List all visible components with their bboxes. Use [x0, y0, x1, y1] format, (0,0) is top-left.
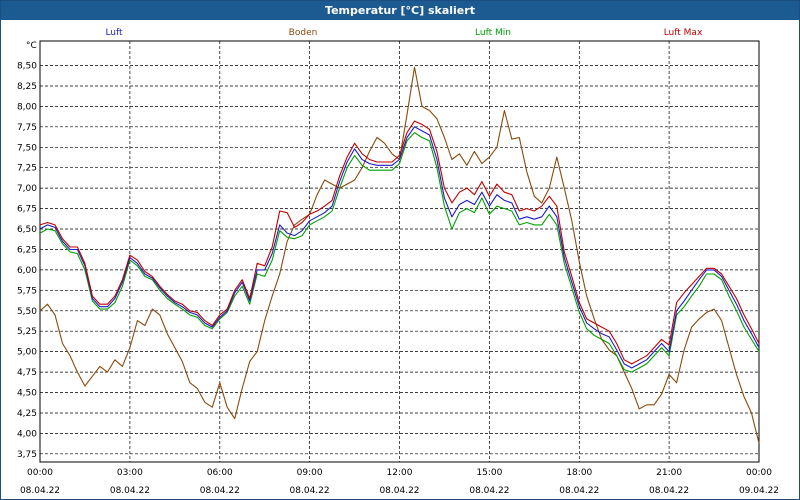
- y-tick-label: 4,75: [17, 368, 37, 378]
- y-axis-unit: °C: [26, 41, 37, 51]
- legend-item: Luft Max: [664, 28, 703, 38]
- x-tick-time: 12:00: [387, 468, 413, 478]
- series-lines: [39, 66, 760, 444]
- series-line-luft: [39, 126, 760, 369]
- y-tick-label: 7,50: [17, 143, 37, 153]
- y-tick-label: 6,25: [17, 246, 37, 256]
- x-tick-time: 03:00: [117, 468, 143, 478]
- x-tick-date: 08.04.22: [110, 486, 150, 496]
- y-tick-label: 4,25: [17, 409, 37, 419]
- y-tick-label: 5,00: [17, 348, 37, 358]
- y-tick-label: 3,75: [17, 450, 37, 460]
- x-tick-date: 08.04.22: [200, 486, 240, 496]
- x-axis-ticks: 00:00 08.04.22 03:00 08.04.22 06:00 08.04.22 0…: [20, 468, 779, 496]
- grid-lines: [40, 41, 759, 462]
- legend-item: Boden: [289, 28, 318, 38]
- y-tick-label: 6,75: [17, 205, 37, 215]
- x-tick-date: 09.04.22: [739, 486, 779, 496]
- x-tick-time: 15:00: [476, 468, 502, 478]
- x-tick-date: 08.04.22: [559, 486, 599, 496]
- x-tick-time: 06:00: [207, 468, 233, 478]
- x-tick-date: 08.04.22: [20, 486, 60, 496]
- y-tick-label: 5,75: [17, 286, 37, 296]
- x-tick-date: 08.04.22: [379, 486, 419, 496]
- y-tick-label: 7,25: [17, 164, 37, 174]
- x-tick-time: 18:00: [566, 468, 592, 478]
- chart-title: Temperatur [°C] skaliert: [1, 1, 799, 20]
- y-axis-ticks: 3,75 4,00 4,25 4,50 4,75 5,00 5,25 5,50 5,75 6,00…: [17, 62, 37, 460]
- y-tick-label: 5,25: [17, 327, 37, 337]
- legend-item: Luft Min: [475, 28, 511, 38]
- y-tick-label: 4,00: [17, 429, 37, 439]
- y-tick-label: 6,00: [17, 266, 37, 276]
- x-tick-time: 09:00: [297, 468, 323, 478]
- x-tick-date: 08.04.22: [469, 486, 509, 496]
- y-tick-label: 7,75: [17, 123, 37, 133]
- temperature-chart: 3,75 4,00 4,25 4,50 4,75 5,00 5,25 5,50 5,75 6,00…: [17, 28, 779, 496]
- y-tick-label: 8,00: [17, 102, 37, 112]
- x-tick-date: 08.04.22: [649, 486, 689, 496]
- y-tick-label: 5,50: [17, 307, 37, 317]
- series-line-luft-max: [39, 120, 760, 365]
- x-tick-date: 08.04.22: [290, 486, 330, 496]
- legend-item: Luft: [105, 28, 123, 38]
- y-tick-label: 8,50: [17, 62, 37, 72]
- y-tick-label: 7,00: [17, 184, 37, 194]
- x-tick-time: 00:00: [746, 468, 772, 478]
- x-tick-time: 00:00: [27, 468, 53, 478]
- y-tick-label: 8,25: [17, 82, 37, 92]
- legend: Luft Boden Luft Min Luft Max: [105, 28, 703, 38]
- y-tick-label: 6,50: [17, 225, 37, 235]
- x-tick-time: 21:00: [656, 468, 682, 478]
- series-line-luft-min: [39, 132, 760, 373]
- y-tick-label: 4,50: [17, 389, 37, 399]
